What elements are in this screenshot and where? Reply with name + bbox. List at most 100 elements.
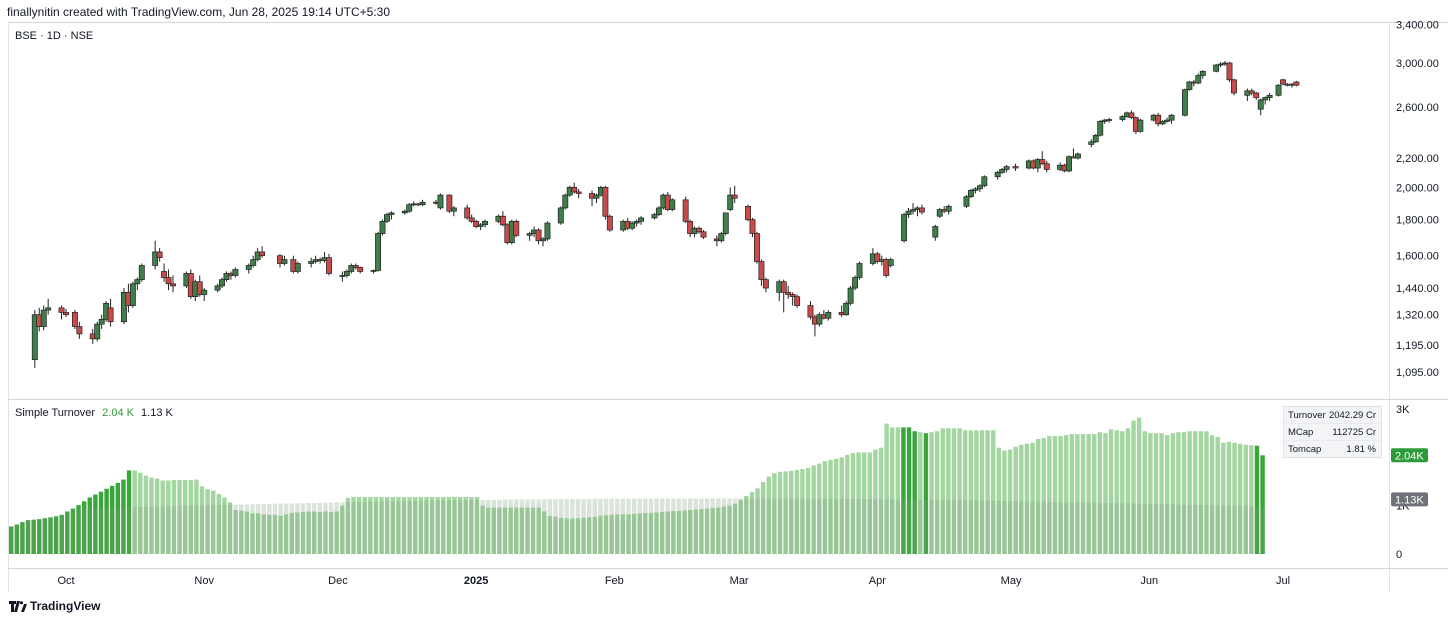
turnover-bar xyxy=(340,505,345,554)
turnover-average-bar xyxy=(508,499,513,554)
candle-up xyxy=(1195,75,1202,84)
turnover-average-bar xyxy=(469,500,474,554)
turnover-average-bar xyxy=(31,519,36,554)
symbol-label[interactable]: BSE · 1D · NSE xyxy=(15,30,94,42)
turnover-average-bar xyxy=(441,500,446,554)
candle-down xyxy=(745,205,752,220)
candle-up xyxy=(856,263,863,278)
turnover-average-bar xyxy=(822,498,828,554)
candle-up xyxy=(1159,121,1166,125)
candle-up xyxy=(281,259,288,264)
turnover-bar xyxy=(121,479,126,554)
turnover-bar xyxy=(794,469,800,554)
turnover-average-bar xyxy=(272,503,278,554)
candle-up xyxy=(1266,94,1273,98)
candle-down xyxy=(352,265,359,268)
turnover-average-bar xyxy=(1041,501,1046,554)
turnover-average-bar xyxy=(1030,501,1035,554)
candle-up xyxy=(370,270,377,272)
turnover-bar xyxy=(699,509,704,554)
candle-down xyxy=(807,305,814,318)
candle-down xyxy=(165,277,172,285)
turnover-average-bar xyxy=(497,499,502,554)
turnover-average-bar xyxy=(749,498,755,554)
candle-up xyxy=(379,220,386,234)
turnover-average-bar xyxy=(239,504,244,554)
candle-up xyxy=(562,194,569,209)
turnover-bar xyxy=(53,516,59,554)
candle-up xyxy=(722,212,729,234)
turnover-average-bar xyxy=(143,506,149,554)
turnover-average-bar xyxy=(166,506,171,554)
turnover-bar xyxy=(300,511,306,554)
turnover-bar xyxy=(93,494,98,554)
turnover-average-bar xyxy=(744,498,749,554)
time-tick-label: Jul xyxy=(1276,575,1290,587)
indicator-title[interactable]: Simple Turnover 2.04 K 1.13 K xyxy=(15,407,173,419)
candle-up xyxy=(1168,114,1175,121)
candle-down xyxy=(754,233,760,262)
turnover-bar xyxy=(615,514,620,554)
turnover-bar xyxy=(424,496,429,554)
turnover-bar xyxy=(1125,428,1131,554)
indicator-value-average: 1.13 K xyxy=(141,407,173,419)
turnover-average-bar xyxy=(283,503,289,554)
turnover-bar xyxy=(1164,435,1170,554)
turnover-average-bar xyxy=(850,499,856,554)
turnover-average-bar xyxy=(59,514,64,554)
turnover-bar xyxy=(463,496,468,554)
turnover-average-bar xyxy=(558,499,564,554)
turnover-bar xyxy=(1097,432,1103,554)
turnover-average-bar xyxy=(991,500,996,554)
info-row-mcap: MCap 112725 Cr xyxy=(1284,423,1381,440)
candle-down xyxy=(1226,62,1233,81)
turnover-bar xyxy=(351,496,356,554)
candle-down xyxy=(259,251,266,257)
turnover-average-bar xyxy=(536,499,541,554)
turnover-tick-label: 0 xyxy=(1396,549,1402,561)
turnover-bar xyxy=(435,496,440,554)
turnover-average-bar xyxy=(530,499,536,554)
turnover-average-bar xyxy=(115,507,121,554)
turnover-bar xyxy=(906,427,912,554)
candle-up xyxy=(526,233,533,236)
candle-up xyxy=(1257,99,1264,110)
turnover-bar xyxy=(884,423,889,554)
turnover-average-bar xyxy=(951,500,957,554)
turnover-average-bar xyxy=(934,499,940,554)
candle-down xyxy=(918,207,925,213)
turnover-bar xyxy=(940,428,945,554)
turnover-average-bar xyxy=(413,500,418,554)
turnover-average-bar xyxy=(682,498,687,554)
turnover-bar xyxy=(1114,430,1119,554)
turnover-bar xyxy=(609,514,614,554)
candle-up xyxy=(557,207,564,224)
tradingview-footer[interactable]: TradingView xyxy=(9,599,100,613)
turnover-average-bar xyxy=(777,498,783,554)
turnover-bar xyxy=(295,512,300,554)
turnover-average-bar xyxy=(1209,505,1215,554)
chart-frame xyxy=(8,22,1390,592)
turnover-average-bar xyxy=(766,498,771,554)
turnover-average-bar xyxy=(867,499,872,554)
turnover-bar xyxy=(177,480,182,554)
turnover-average-bar xyxy=(760,498,766,554)
indicator-name[interactable]: Simple Turnover xyxy=(15,407,96,419)
turnover-bar xyxy=(1007,449,1013,554)
turnover-average-bar xyxy=(564,499,569,554)
turnover-average-bar xyxy=(648,498,654,554)
turnover-average-bar xyxy=(974,500,979,554)
turnover-average-bar xyxy=(1204,505,1209,554)
turnover-average-bar xyxy=(1159,504,1164,554)
turnover-bar xyxy=(413,496,418,554)
turnover-average-bar xyxy=(940,500,945,554)
turnover-average-bar xyxy=(37,519,42,554)
turnover-average-bar xyxy=(1058,501,1063,554)
candle-up xyxy=(450,207,457,212)
time-tick-label: Mar xyxy=(730,575,749,587)
turnover-bar xyxy=(171,480,177,554)
turnover-bar xyxy=(166,480,171,554)
candle-up xyxy=(1213,64,1220,72)
turnover-bar xyxy=(1170,433,1176,554)
